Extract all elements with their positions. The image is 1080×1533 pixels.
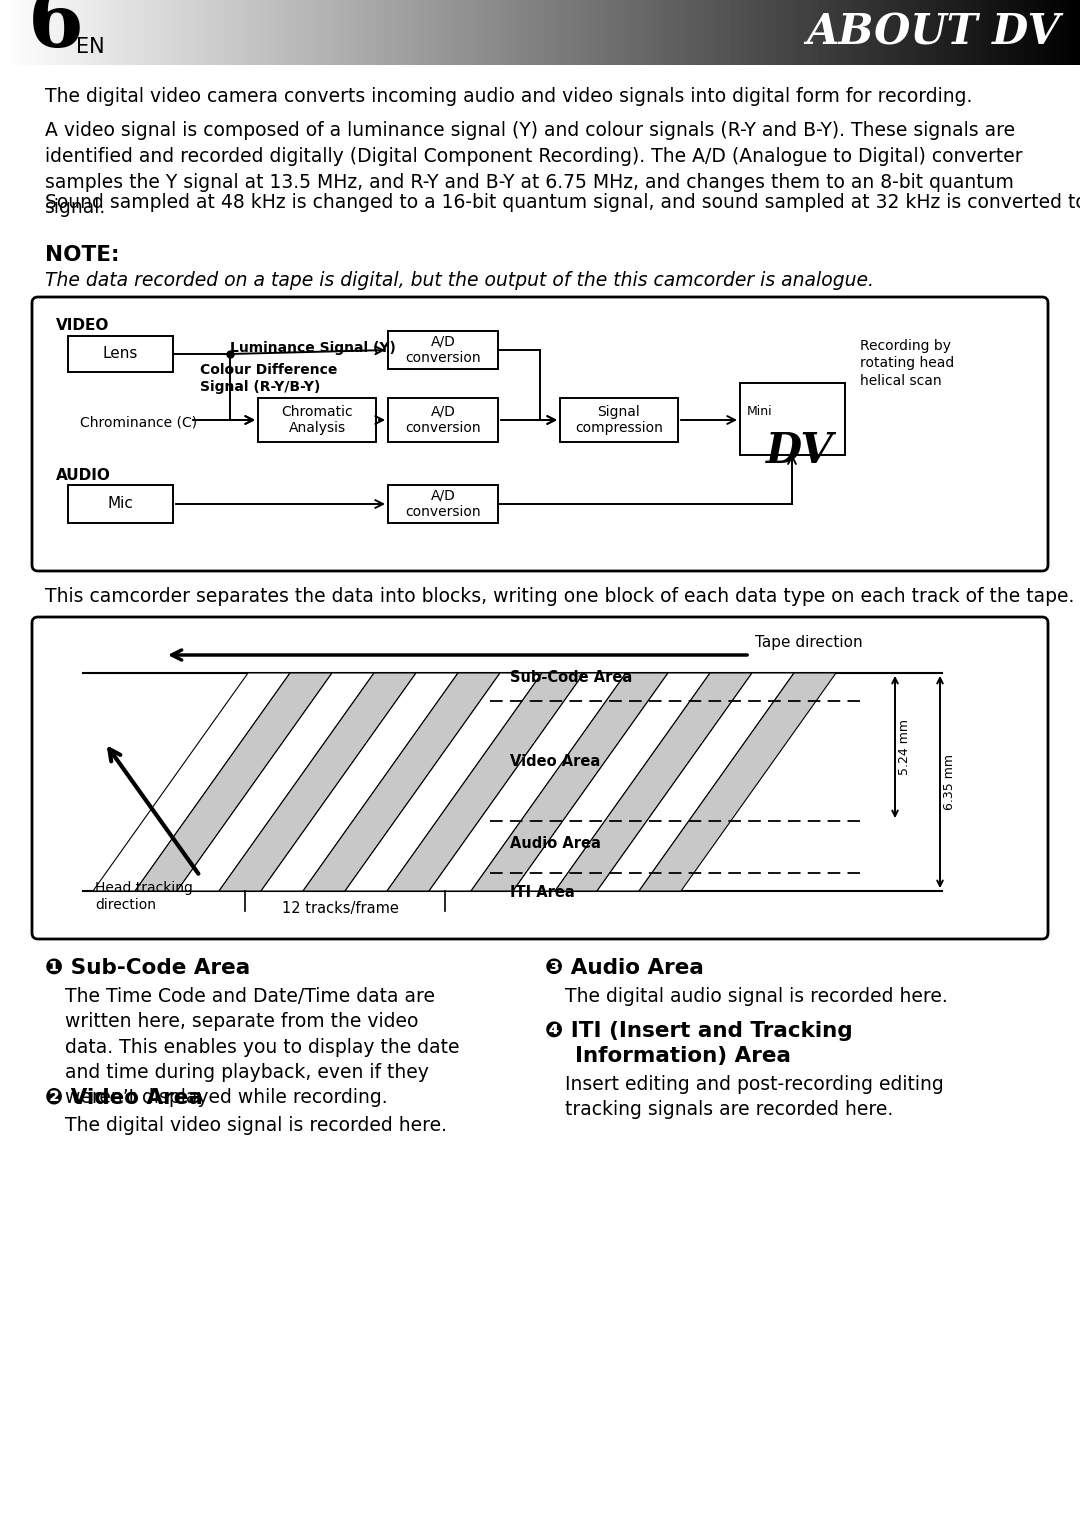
Bar xyxy=(388,331,498,369)
Bar xyxy=(388,484,498,523)
Text: The data recorded on a tape is digital, but the output of the this camcorder is : The data recorded on a tape is digital, … xyxy=(45,271,874,290)
FancyBboxPatch shape xyxy=(32,297,1048,570)
Text: 6.35 mm: 6.35 mm xyxy=(943,754,956,809)
Polygon shape xyxy=(597,673,794,891)
Polygon shape xyxy=(387,673,584,891)
Text: 12 tracks/frame: 12 tracks/frame xyxy=(282,901,399,917)
Polygon shape xyxy=(219,673,416,891)
Text: Lens: Lens xyxy=(103,346,138,362)
Polygon shape xyxy=(177,673,374,891)
Text: A/D
conversion: A/D conversion xyxy=(405,334,481,365)
Text: AUDIO: AUDIO xyxy=(56,468,111,483)
Text: The digital audio signal is recorded here.: The digital audio signal is recorded her… xyxy=(565,987,948,1006)
Text: 6: 6 xyxy=(28,0,84,64)
Polygon shape xyxy=(639,673,836,891)
Polygon shape xyxy=(303,673,500,891)
Text: The Time Code and Date/Time data are
written here, separate from the video
data.: The Time Code and Date/Time data are wri… xyxy=(65,987,459,1107)
Text: Chromatic
Analysis: Chromatic Analysis xyxy=(281,405,353,435)
Text: DV: DV xyxy=(766,429,834,472)
Text: Sub-Code Area: Sub-Code Area xyxy=(510,670,632,685)
Text: Tape direction: Tape direction xyxy=(755,635,863,650)
Text: ❶ Sub-Code Area: ❶ Sub-Code Area xyxy=(45,958,251,978)
Text: NOTE:: NOTE: xyxy=(45,245,120,265)
Bar xyxy=(561,399,678,442)
Bar xyxy=(68,484,173,523)
Text: Insert editing and post-recording editing
tracking signals are recorded here.: Insert editing and post-recording editin… xyxy=(565,1075,944,1119)
Text: ❹ ITI (Insert and Tracking
    Information) Area: ❹ ITI (Insert and Tracking Information) … xyxy=(545,1021,852,1065)
Polygon shape xyxy=(261,673,458,891)
Polygon shape xyxy=(555,673,752,891)
Polygon shape xyxy=(513,673,710,891)
Text: This camcorder separates the data into blocks, writing one block of each data ty: This camcorder separates the data into b… xyxy=(45,587,1075,606)
Text: Chrominance (C): Chrominance (C) xyxy=(80,415,198,429)
Text: EN: EN xyxy=(76,37,105,57)
Text: Mic: Mic xyxy=(108,497,134,512)
Text: Video Area: Video Area xyxy=(510,754,600,768)
Polygon shape xyxy=(135,673,332,891)
Text: Head tracking
direction: Head tracking direction xyxy=(95,881,193,912)
Text: Recording by
rotating head
helical scan: Recording by rotating head helical scan xyxy=(860,339,955,388)
Text: ITI Area: ITI Area xyxy=(510,885,575,900)
Text: The digital video camera converts incoming audio and video signals into digital : The digital video camera converts incomi… xyxy=(45,87,972,106)
Polygon shape xyxy=(345,673,542,891)
Text: Audio Area: Audio Area xyxy=(510,835,600,851)
Text: A/D
conversion: A/D conversion xyxy=(405,489,481,520)
Polygon shape xyxy=(93,673,291,891)
Polygon shape xyxy=(471,673,669,891)
Text: 5.24 mm: 5.24 mm xyxy=(897,719,912,776)
Text: The digital video signal is recorded here.: The digital video signal is recorded her… xyxy=(65,1116,447,1134)
Text: Sound sampled at 48 kHz is changed to a 16-bit quantum signal, and sound sampled: Sound sampled at 48 kHz is changed to a … xyxy=(45,193,1080,212)
Text: Colour Difference
Signal (R-Y/B-Y): Colour Difference Signal (R-Y/B-Y) xyxy=(200,363,337,394)
FancyBboxPatch shape xyxy=(32,616,1048,940)
Bar xyxy=(388,399,498,442)
Polygon shape xyxy=(429,673,626,891)
Text: VIDEO: VIDEO xyxy=(56,317,109,333)
Text: Luminance Signal (Y): Luminance Signal (Y) xyxy=(230,340,396,356)
Text: ❸ Audio Area: ❸ Audio Area xyxy=(545,958,704,978)
Bar xyxy=(68,336,173,373)
Text: ABOUT DV: ABOUT DV xyxy=(807,12,1059,54)
Text: Mini: Mini xyxy=(747,405,772,419)
Bar xyxy=(740,383,845,455)
Text: Signal
compression: Signal compression xyxy=(575,405,663,435)
Text: A/D
conversion: A/D conversion xyxy=(405,405,481,435)
Text: A video signal is composed of a luminance signal (Y) and colour signals (R-Y and: A video signal is composed of a luminanc… xyxy=(45,121,1023,218)
Bar xyxy=(258,399,376,442)
Text: ❷ Video Area: ❷ Video Area xyxy=(45,1087,203,1107)
